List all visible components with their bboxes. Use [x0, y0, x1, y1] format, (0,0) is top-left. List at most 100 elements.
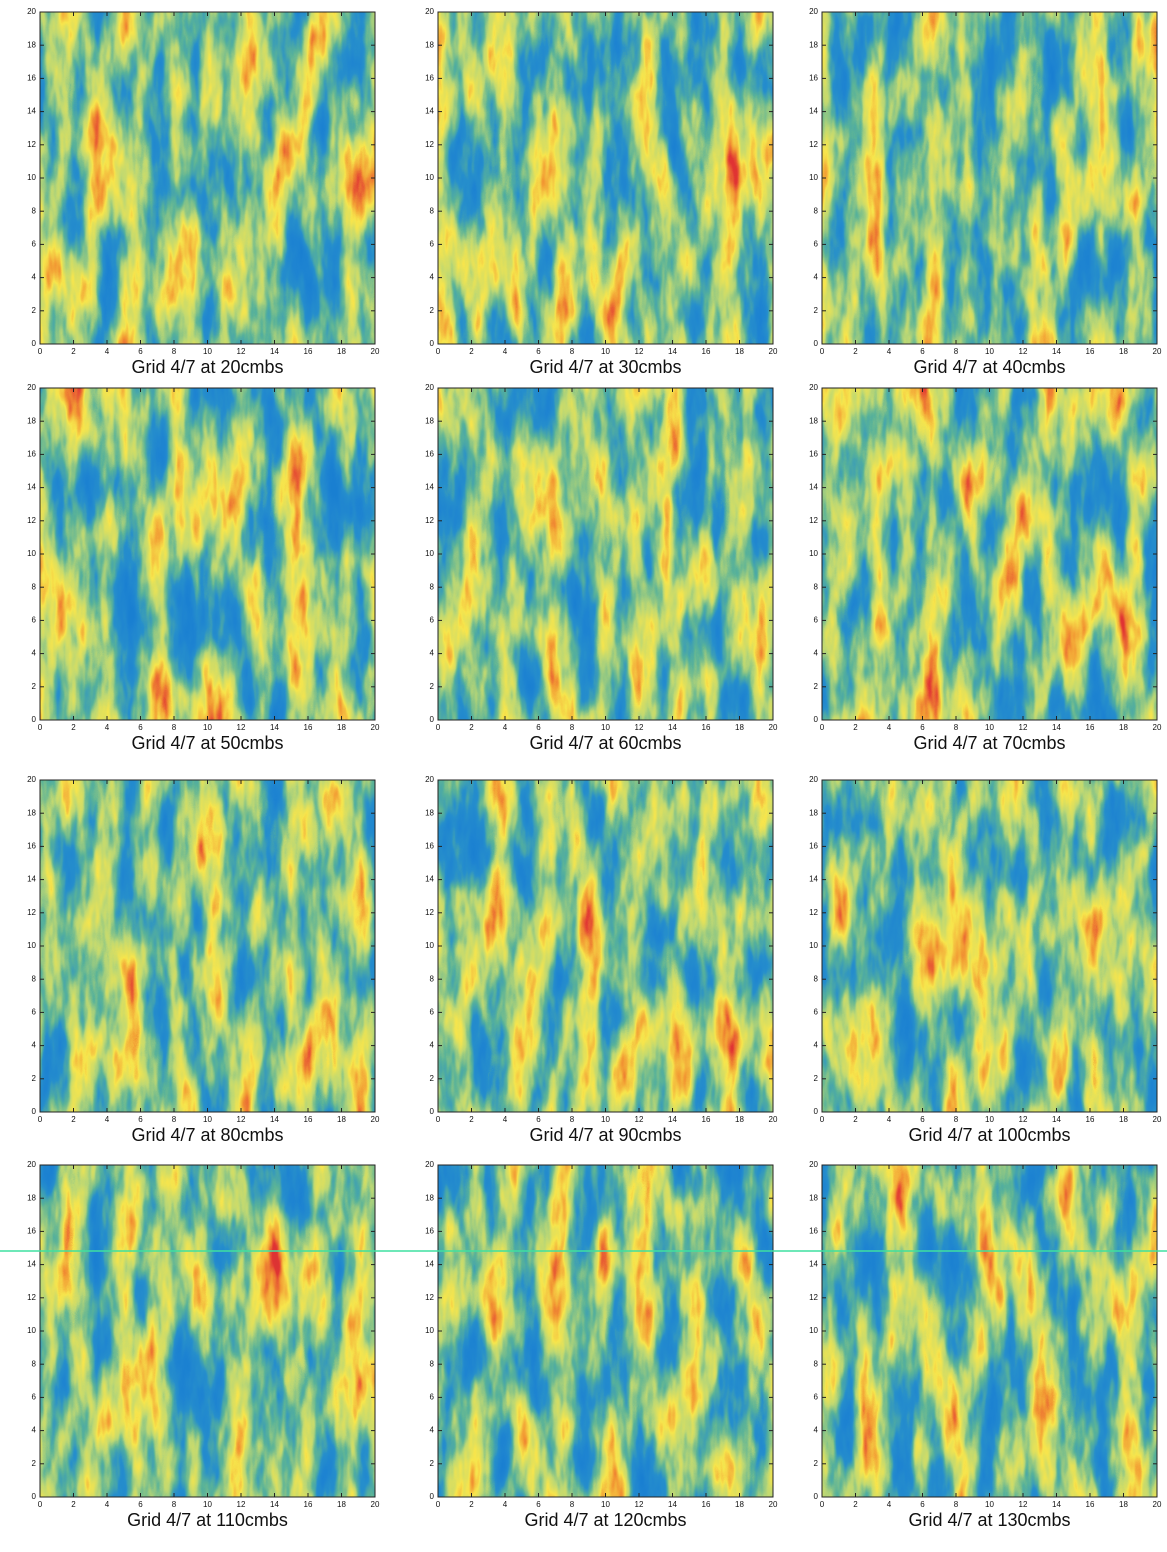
y-tick-label: 6 — [430, 616, 435, 625]
amplitude-map — [822, 12, 1157, 344]
y-tick-label: 2 — [430, 682, 435, 691]
x-tick-label: 4 — [105, 723, 110, 732]
y-tick-label: 0 — [32, 339, 37, 348]
x-tick-label: 18 — [337, 1500, 346, 1509]
y-tick-label: 10 — [425, 1326, 434, 1335]
y-tick-label: 4 — [430, 1041, 435, 1050]
amplitude-map — [822, 1165, 1157, 1497]
x-tick-label: 2 — [853, 723, 858, 732]
y-tick-label: 0 — [430, 715, 435, 724]
y-tick-label: 8 — [814, 974, 819, 983]
y-tick-label: 20 — [425, 775, 434, 784]
x-tick-label: 0 — [436, 1500, 441, 1509]
x-tick-label: 20 — [1153, 1500, 1162, 1509]
y-tick-label: 0 — [430, 1107, 435, 1116]
panel-caption: Grid 4/7 at 130cmbs — [908, 1510, 1070, 1530]
x-tick-label: 14 — [1052, 1115, 1061, 1124]
y-tick-label: 10 — [27, 941, 36, 950]
x-tick-label: 16 — [304, 1115, 313, 1124]
x-tick-label: 4 — [105, 347, 110, 356]
x-tick-label: 20 — [371, 1500, 380, 1509]
x-tick-label: 4 — [887, 1115, 892, 1124]
x-tick-label: 2 — [853, 1115, 858, 1124]
x-tick-label: 6 — [138, 1500, 143, 1509]
x-tick-label: 6 — [138, 723, 143, 732]
y-tick-label: 4 — [814, 273, 819, 282]
x-tick-label: 6 — [138, 347, 143, 356]
x-tick-label: 10 — [203, 347, 212, 356]
y-tick-label: 14 — [809, 483, 818, 492]
y-tick-label: 16 — [27, 842, 36, 851]
y-tick-label: 2 — [32, 1074, 37, 1083]
y-tick-label: 4 — [32, 1426, 37, 1435]
amplitude-map — [438, 780, 773, 1112]
x-tick-label: 4 — [887, 723, 892, 732]
figure: 0022446688101012121414161618182020Grid 4… — [0, 0, 1167, 1552]
x-tick-label: 12 — [635, 1115, 644, 1124]
x-tick-label: 14 — [668, 1115, 677, 1124]
panel-caption: Grid 4/7 at 90cmbs — [529, 1125, 681, 1145]
y-tick-label: 18 — [425, 1193, 434, 1202]
panel-caption: Grid 4/7 at 80cmbs — [131, 1125, 283, 1145]
y-tick-label: 18 — [27, 40, 36, 49]
y-tick-label: 8 — [430, 206, 435, 215]
x-tick-label: 6 — [138, 1115, 143, 1124]
y-tick-label: 2 — [32, 682, 37, 691]
x-tick-label: 0 — [436, 1115, 441, 1124]
x-tick-label: 8 — [172, 723, 177, 732]
x-tick-label: 12 — [237, 723, 246, 732]
y-tick-label: 14 — [425, 107, 434, 116]
x-tick-label: 6 — [536, 1115, 541, 1124]
x-tick-label: 10 — [985, 723, 994, 732]
y-tick-label: 10 — [809, 941, 818, 950]
x-tick-label: 2 — [71, 1115, 76, 1124]
x-tick-label: 20 — [371, 1115, 380, 1124]
x-tick-label: 12 — [635, 723, 644, 732]
y-tick-label: 14 — [425, 483, 434, 492]
x-tick-label: 2 — [71, 1500, 76, 1509]
y-tick-label: 10 — [425, 941, 434, 950]
y-tick-label: 4 — [32, 649, 37, 658]
y-tick-label: 8 — [814, 1359, 819, 1368]
x-tick-label: 8 — [570, 723, 575, 732]
y-tick-label: 16 — [425, 74, 434, 83]
x-tick-label: 4 — [887, 347, 892, 356]
panel-caption: Grid 4/7 at 20cmbs — [131, 357, 283, 377]
x-tick-label: 2 — [469, 1115, 474, 1124]
x-tick-label: 12 — [1019, 723, 1028, 732]
x-tick-label: 16 — [1086, 1500, 1095, 1509]
x-tick-label: 18 — [735, 347, 744, 356]
y-tick-label: 10 — [27, 549, 36, 558]
x-tick-label: 16 — [702, 723, 711, 732]
x-tick-label: 16 — [1086, 723, 1095, 732]
x-tick-label: 0 — [820, 723, 825, 732]
x-tick-label: 12 — [1019, 347, 1028, 356]
y-tick-label: 6 — [430, 1008, 435, 1017]
x-tick-label: 12 — [237, 347, 246, 356]
y-tick-label: 16 — [425, 1227, 434, 1236]
x-tick-label: 6 — [920, 1115, 925, 1124]
y-tick-label: 12 — [425, 140, 434, 149]
y-tick-label: 6 — [430, 240, 435, 249]
y-tick-label: 18 — [809, 40, 818, 49]
y-tick-label: 6 — [32, 1008, 37, 1017]
y-tick-label: 2 — [814, 1459, 819, 1468]
y-tick-label: 0 — [32, 1492, 37, 1501]
y-tick-label: 2 — [814, 1074, 819, 1083]
x-tick-label: 20 — [769, 723, 778, 732]
x-tick-label: 10 — [203, 1115, 212, 1124]
x-tick-label: 8 — [954, 1115, 959, 1124]
y-tick-label: 10 — [809, 173, 818, 182]
y-tick-label: 4 — [814, 649, 819, 658]
x-tick-label: 16 — [1086, 347, 1095, 356]
y-tick-label: 16 — [809, 74, 818, 83]
y-tick-label: 8 — [32, 1359, 37, 1368]
x-tick-label: 2 — [853, 1500, 858, 1509]
y-tick-label: 6 — [814, 1008, 819, 1017]
y-tick-label: 20 — [809, 383, 818, 392]
y-tick-label: 14 — [27, 1260, 36, 1269]
